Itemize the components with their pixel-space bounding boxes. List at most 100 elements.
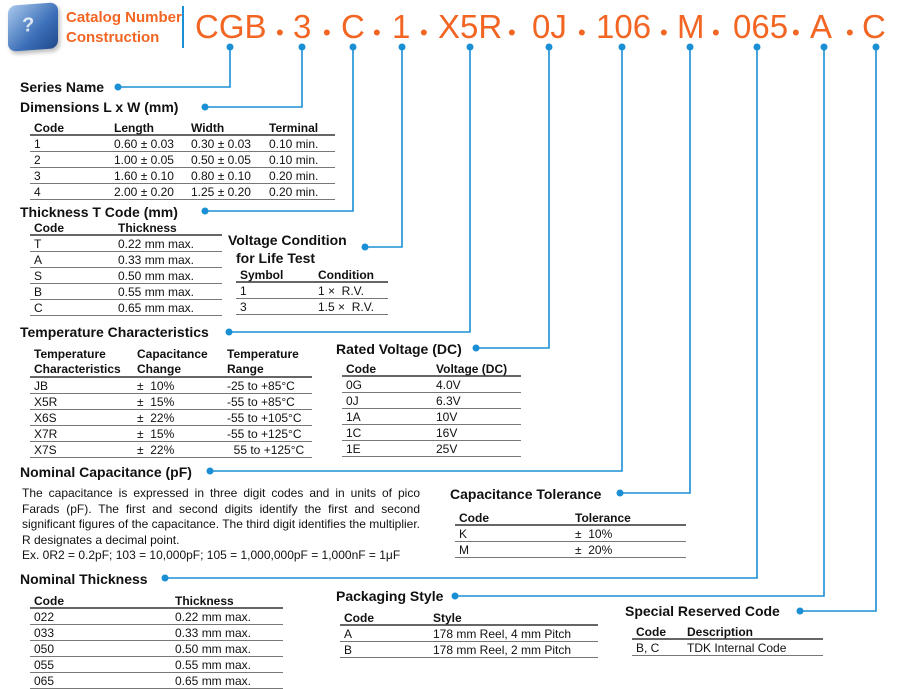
column-header: Thickness [118, 221, 177, 235]
thickness-title: Thickness T Code (mm) [20, 204, 178, 220]
table-cell: 0.65 mm max. [118, 301, 195, 315]
table-cell: ± 15% [137, 427, 175, 441]
column-header: Capacitance Change [137, 347, 208, 376]
table-row: B 0.55 mm max. [30, 284, 222, 300]
table-cell: 1.25 ± 0.20 [191, 185, 251, 199]
table-cell: 0.20 min. [269, 185, 319, 199]
table-cell: -55 to +85°C [227, 395, 295, 409]
table-cell: B [344, 643, 353, 657]
special-reserved-table: Code Description B, C TDK Internal Code [632, 624, 823, 656]
code-segment: 065 [733, 8, 789, 45]
nominal-capacitance-example: Ex. 0R2 = 0.2pF; 103 = 10,000pF; 105 = 1… [22, 548, 401, 562]
column-header: Style [433, 611, 462, 625]
table-row: JB ± 10% -25 to +85°C [30, 378, 312, 394]
table-row: 050 0.50 mm max. [30, 641, 283, 657]
leader-dot [201, 103, 209, 111]
table-row: 1A 10V [342, 409, 521, 425]
table-cell: 055 [34, 658, 55, 672]
table-cell: 6.3V [436, 394, 461, 408]
leader-dot [206, 467, 214, 475]
table-header: Code Style [340, 610, 598, 626]
table-row: B 178 mm Reel, 2 mm Pitch [340, 642, 598, 658]
table-cell: 0.33 mm max. [175, 626, 252, 640]
code-separator: • [420, 20, 428, 45]
table-cell: 0.65 mm max. [175, 674, 252, 688]
temperature-title: Temperature Characteristics [20, 324, 209, 340]
leader-dot [618, 43, 626, 51]
leader-dot [349, 43, 357, 51]
table-cell: -55 to +125°C [227, 427, 302, 441]
table-cell: JB [34, 379, 49, 393]
table-cell: 2.00 ± 0.20 [114, 185, 174, 199]
table-cell: 1 [240, 284, 247, 298]
table-row: S 0.50 mm max. [30, 268, 222, 284]
leader-dot [451, 592, 459, 600]
table-cell: 4.0V [436, 378, 461, 392]
divider [182, 6, 184, 48]
rated-voltage-table: Code Voltage (DC) 0G 4.0V 0J 6.3V 1A 10V 1C 16V 1E… [342, 361, 521, 457]
table-cell: TDK Internal Code [687, 641, 787, 655]
table-row: 1C 16V [342, 425, 521, 441]
code-separator: • [578, 20, 586, 45]
leader-dot [616, 489, 624, 497]
table-cell: ± 10% [137, 379, 175, 393]
column-header: Code [34, 221, 64, 235]
tolerance-title: Capacitance Tolerance [450, 486, 602, 502]
table-cell: 178 mm Reel, 2 mm Pitch [433, 643, 572, 657]
table-cell: A [344, 627, 353, 641]
table-cell: 0G [346, 378, 363, 392]
code-separator: • [508, 20, 516, 45]
leader-dot [472, 344, 480, 352]
code-separator: • [712, 20, 720, 45]
column-header: Length [114, 121, 154, 135]
table-header: Code Length Width Terminal [30, 120, 335, 136]
table-cell: 0.50 ± 0.05 [191, 153, 251, 167]
table-cell: B [34, 285, 43, 299]
table-cell: 178 mm Reel, 4 mm Pitch [433, 627, 572, 641]
leader-line [365, 47, 403, 248]
table-row: M ± 20% [455, 542, 686, 558]
table-cell: 2 [34, 153, 41, 167]
table-cell: T [34, 237, 42, 251]
column-header: Symbol [240, 268, 284, 282]
table-row: X5R ± 15% -55 to +85°C [30, 394, 312, 410]
table-cell: B, C [636, 641, 660, 655]
packaging-title: Packaging Style [336, 588, 444, 604]
table-cell: 065 [34, 674, 55, 688]
leader-dot [872, 43, 880, 51]
code-segment: 1 [392, 8, 411, 45]
column-header: Tolerance [575, 511, 631, 525]
leader-dot [161, 574, 169, 582]
table-row: 022 0.22 mm max. [30, 609, 283, 625]
table-cell: ± 20% [575, 543, 613, 557]
column-header: Code [344, 611, 374, 625]
table-row: C 0.65 mm max. [30, 300, 222, 316]
code-segment: 106 [596, 8, 652, 45]
table-cell: 1.00 ± 0.05 [114, 153, 174, 167]
table-row: 055 0.55 mm max. [30, 657, 283, 673]
code-segment: M [677, 8, 705, 45]
table-cell: S [34, 269, 43, 283]
leader-dot [545, 43, 553, 51]
table-header: Temperature Characteristics Capacitance C… [30, 346, 312, 378]
table-cell: 0.20 min. [269, 169, 319, 183]
table-cell: 4 [34, 185, 41, 199]
leader-line [118, 47, 231, 88]
code-segment: 3 [293, 8, 312, 45]
table-cell: ± 22% [137, 411, 175, 425]
table-header: Code Thickness [30, 593, 283, 609]
special-reserved-title: Special Reserved Code [625, 603, 780, 619]
code-segment: X5R [438, 8, 503, 45]
table-cell: 0.50 mm max. [175, 642, 252, 656]
voltage-condition-title-2: for Life Test [236, 250, 316, 266]
code-separator: • [373, 20, 381, 45]
nominal-capacitance-title: Nominal Capacitance (pF) [20, 464, 192, 480]
leader-dot [361, 243, 369, 251]
leader-line [210, 47, 623, 472]
table-header: Code Tolerance [455, 510, 686, 526]
dimensions-title: Dimensions L x W (mm) [20, 99, 179, 115]
table-cell: ± 10% [575, 527, 613, 541]
table-row: X7S ± 22% 55 to +125°C [30, 442, 312, 458]
table-cell: 1A [346, 410, 361, 424]
